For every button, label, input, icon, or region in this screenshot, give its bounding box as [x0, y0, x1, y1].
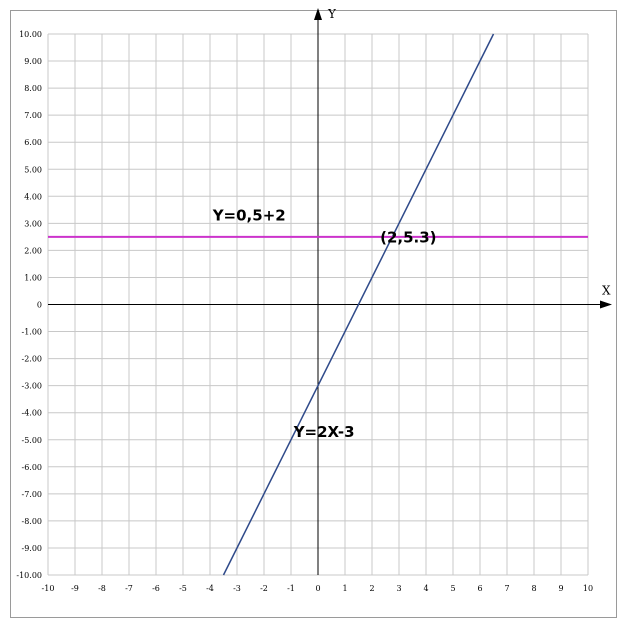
- y-tick-label: 9.00: [24, 57, 42, 66]
- y-tick-label: 2.00: [24, 246, 42, 255]
- x-tick-label: 7: [504, 584, 509, 593]
- y-tick-label: 6.00: [24, 138, 42, 147]
- x-tick-label: -1: [287, 584, 295, 593]
- y-tick-label: 5.00: [24, 165, 42, 174]
- y-tick-label: -3.00: [21, 382, 42, 391]
- y-tick-label: 10.00: [19, 30, 42, 39]
- x-tick-label: 0: [315, 584, 320, 593]
- y-tick-label: -1.00: [21, 328, 42, 337]
- x-tick-label: 8: [531, 584, 536, 593]
- annotation-label: Y=0,5+2: [212, 207, 286, 225]
- y-tick-label: -7.00: [21, 490, 42, 499]
- y-tick-label: -6.00: [21, 463, 42, 472]
- annotation-label: (2,5.3): [380, 228, 436, 246]
- y-tick-label: 1.00: [24, 273, 42, 282]
- y-axis-arrow: [314, 8, 322, 20]
- y-tick-label: -5.00: [21, 436, 42, 445]
- x-tick-label: -3: [233, 584, 241, 593]
- y-tick-label: 8.00: [24, 84, 42, 93]
- x-tick-label: 5: [450, 584, 455, 593]
- y-tick-label: 3.00: [24, 219, 42, 228]
- y-tick-label: 4.00: [24, 192, 42, 201]
- x-tick-label: 6: [477, 584, 482, 593]
- y-tick-label: -8.00: [21, 517, 42, 526]
- x-tick-label: -2: [260, 584, 268, 593]
- x-tick-label: 9: [558, 584, 563, 593]
- series-group: [48, 33, 588, 576]
- y-tick-label: -4.00: [21, 409, 42, 418]
- x-tick-label: 4: [423, 584, 428, 593]
- y-tick-label: 0: [37, 301, 42, 310]
- x-tick-label: -8: [98, 584, 106, 593]
- x-tick-label: -10: [42, 584, 55, 593]
- y-tick-labels: 10.00 9.00 8.00 7.00 6.00 5.00 4.00 3.00 2.00 1.0…: [16, 30, 42, 580]
- y-axis-label: Y: [327, 7, 337, 21]
- y-tick-label: -2.00: [21, 355, 42, 364]
- x-tick-label: 1: [342, 584, 347, 593]
- x-axis-label: X: [602, 284, 611, 298]
- x-axis-arrow: [600, 300, 612, 309]
- axes: [48, 8, 612, 575]
- y-tick-label: -9.00: [21, 544, 42, 553]
- chart-frame: [10, 10, 617, 618]
- x-tick-label: 2: [369, 584, 374, 593]
- x-tick-label: 10: [583, 584, 593, 593]
- annotation-label: Y=2X-3: [293, 423, 355, 441]
- annotations: Y=0,5+2 (2,5.3) Y=2X-3: [212, 207, 437, 441]
- x-tick-label: -4: [206, 584, 214, 593]
- x-tick-label: -5: [179, 584, 187, 593]
- y-tick-label: 7.00: [24, 111, 42, 120]
- x-tick-label: 3: [396, 584, 401, 593]
- linear-line-series: [222, 33, 495, 576]
- x-tick-label: -9: [71, 584, 79, 593]
- x-tick-label: -6: [152, 584, 160, 593]
- x-tick-label: -7: [125, 584, 133, 593]
- y-tick-label: -10.00: [16, 571, 42, 580]
- x-tick-labels: -10 -9 -8 -7 -6 -5 -4 -3 -2 -1 0 1 2 3 4 5 6 7 8 9 10: [42, 584, 594, 593]
